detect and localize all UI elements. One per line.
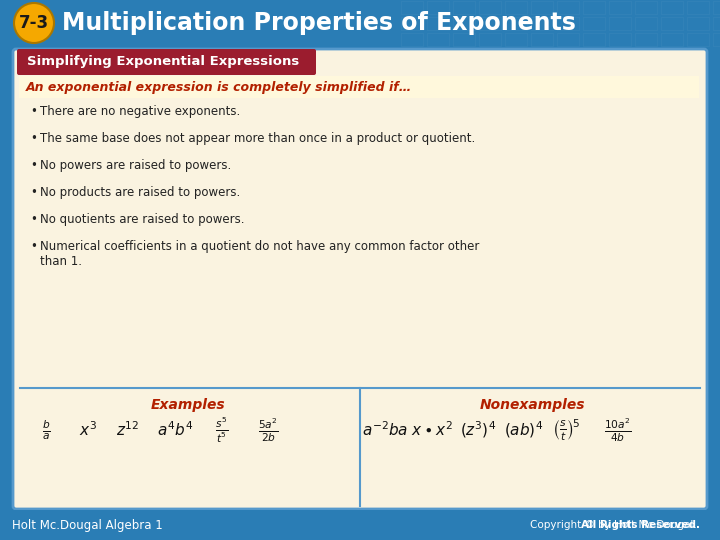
Text: •: • [30,240,37,253]
Text: No products are raised to powers.: No products are raised to powers. [40,186,240,199]
Text: $a^4b^4$: $a^4b^4$ [157,421,193,440]
Text: An exponential expression is completely simplified if…: An exponential expression is completely … [26,80,413,93]
FancyBboxPatch shape [13,49,707,509]
Text: $\left(\frac{s}{t}\right)^{\!5}$: $\left(\frac{s}{t}\right)^{\!5}$ [552,417,580,442]
Text: $\frac{s^5}{t^5}$: $\frac{s^5}{t^5}$ [215,415,228,444]
FancyBboxPatch shape [0,0,720,46]
Text: The same base does not appear more than once in a product or quotient.: The same base does not appear more than … [40,132,475,145]
Text: Holt Mc.Dougal Algebra 1: Holt Mc.Dougal Algebra 1 [12,518,163,531]
FancyBboxPatch shape [20,388,700,506]
Text: $(ab)^4$: $(ab)^4$ [505,420,544,440]
Text: •: • [30,213,37,226]
Text: •: • [30,159,37,172]
Text: $x \bullet x^2$: $x \bullet x^2$ [411,421,453,440]
Text: Simplifying Exponential Expressions: Simplifying Exponential Expressions [27,56,300,69]
FancyBboxPatch shape [0,510,720,540]
Text: $a^{-2}ba$: $a^{-2}ba$ [362,421,408,440]
Text: Examples: Examples [150,398,225,412]
Text: $(z^3)^4$: $(z^3)^4$ [460,420,496,440]
Text: There are no negative exponents.: There are no negative exponents. [40,105,240,118]
Text: $\frac{10a^2}{4b}$: $\frac{10a^2}{4b}$ [604,416,632,444]
FancyBboxPatch shape [19,76,699,98]
Text: All Rights Reserved.: All Rights Reserved. [581,520,700,530]
Text: $z^{12}$: $z^{12}$ [117,421,140,440]
Text: $x^3$: $x^3$ [79,421,97,440]
Text: 7-3: 7-3 [19,14,49,32]
Text: No powers are raised to powers.: No powers are raised to powers. [40,159,231,172]
Text: •: • [30,132,37,145]
Text: Nonexamples: Nonexamples [480,398,585,412]
Text: Copyright © by Holt Mc Dougal.: Copyright © by Holt Mc Dougal. [530,520,700,530]
Text: No quotients are raised to powers.: No quotients are raised to powers. [40,213,245,226]
FancyBboxPatch shape [17,49,316,75]
Text: •: • [30,105,37,118]
Circle shape [14,3,54,43]
Text: •: • [30,186,37,199]
Text: Numerical coefficients in a quotient do not have any common factor other
than 1.: Numerical coefficients in a quotient do … [40,240,480,268]
Text: $\frac{5a^2}{2b}$: $\frac{5a^2}{2b}$ [258,416,279,444]
Text: Multiplication Properties of Exponents: Multiplication Properties of Exponents [62,11,576,35]
Text: $\frac{b}{a}$: $\frac{b}{a}$ [42,418,50,442]
